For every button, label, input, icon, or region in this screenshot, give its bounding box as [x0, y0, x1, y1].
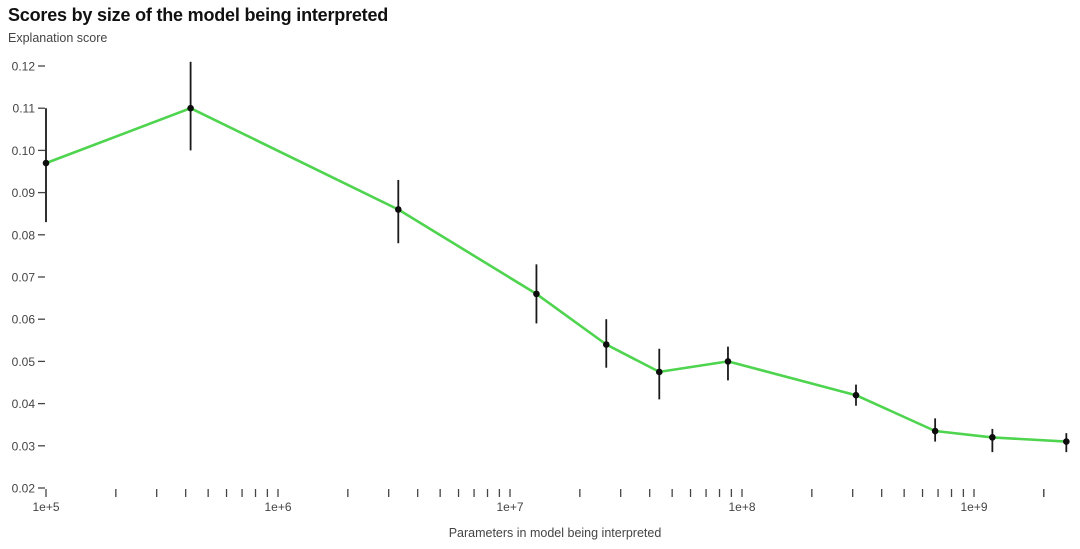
- data-point-marker: [533, 290, 540, 298]
- y-axis-tick-label: 0.06: [12, 313, 36, 327]
- y-axis-tick-label: 0.07: [12, 271, 36, 285]
- x-axis-tick-label: 1e+5: [32, 500, 59, 514]
- data-point-marker: [602, 341, 610, 348]
- data-point-marker: [724, 358, 732, 365]
- y-axis-tick-label: 0.05: [12, 355, 36, 369]
- score-line: [45, 106, 1067, 443]
- y-axis-unit-label: Explanation score: [8, 31, 108, 45]
- y-axis-tick-label: 0.03: [12, 439, 36, 453]
- x-axis-title: Parameters in model being interpreted: [448, 526, 662, 540]
- data-point-marker: [852, 391, 860, 399]
- y-axis-tick-label: 0.02: [12, 482, 36, 496]
- y-axis-tick-label: 0.04: [12, 397, 36, 411]
- y-axis-tick-label: 0.11: [13, 102, 36, 116]
- y-axis-tick-label: 0.08: [12, 228, 36, 242]
- x-axis-tick-label: 1e+9: [960, 500, 987, 514]
- data-point-marker: [989, 434, 996, 441]
- data-point-marker: [394, 206, 402, 213]
- x-axis-tick-label: 1e+8: [728, 500, 755, 514]
- data-point-marker: [1063, 438, 1070, 445]
- x-axis-tick-label: 1e+7: [496, 500, 523, 514]
- y-axis-tick-label: 0.10: [12, 144, 36, 158]
- y-axis-tick-label: 0.09: [12, 186, 36, 200]
- y-axis-tick-label: 0.12: [12, 60, 36, 74]
- data-point-marker: [931, 427, 939, 435]
- x-axis-tick-label: 1e+6: [264, 500, 291, 514]
- data-point-marker: [42, 159, 50, 167]
- chart-title: Scores by size of the model being interp…: [8, 5, 389, 25]
- data-point-marker: [187, 104, 194, 112]
- data-point-marker: [655, 368, 663, 376]
